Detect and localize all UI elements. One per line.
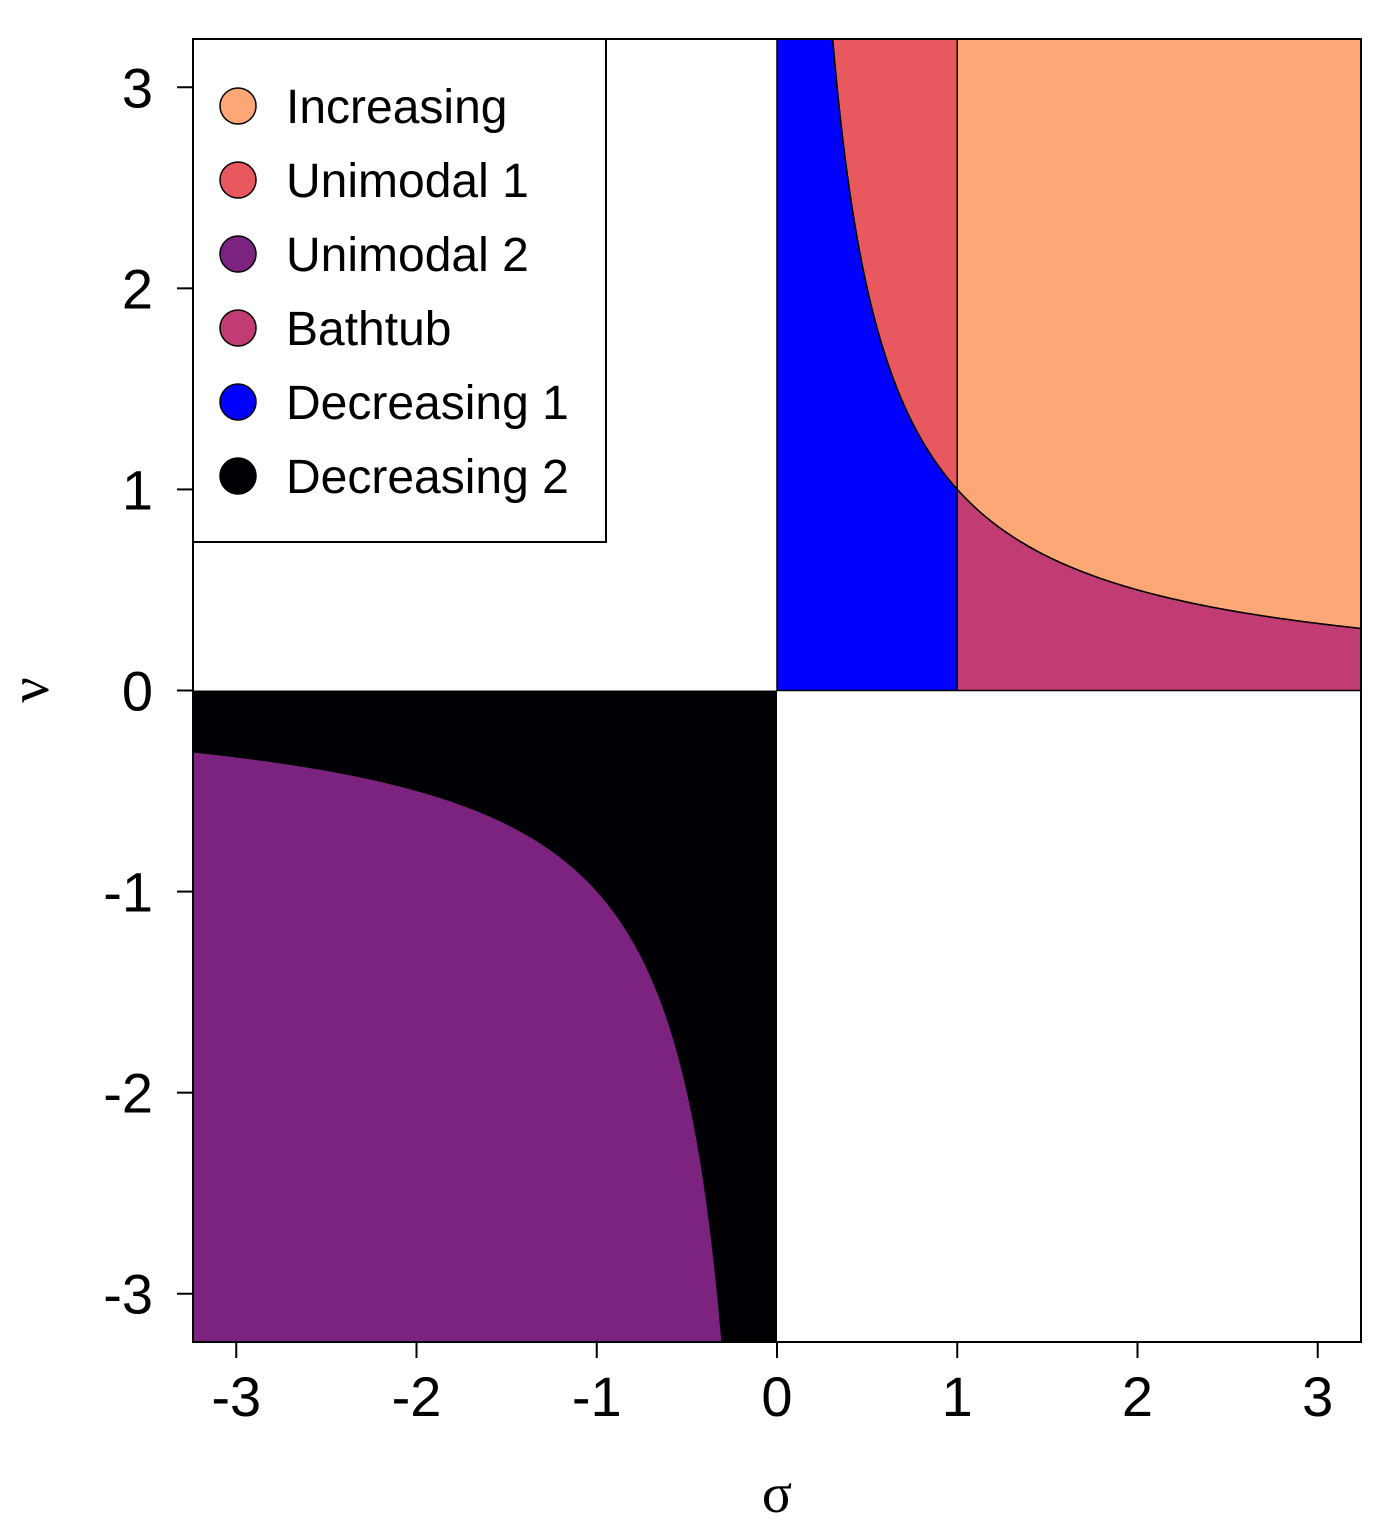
- y-tick-label: -1: [103, 861, 153, 924]
- x-tick-label: 0: [761, 1365, 792, 1428]
- x-tick-label: -2: [392, 1365, 442, 1428]
- legend-swatch: [219, 161, 257, 199]
- region-bathtub: [956, 487, 1362, 692]
- legend-swatch: [219, 87, 257, 125]
- legend-swatch: [219, 235, 257, 273]
- legend-swatch: [219, 383, 257, 421]
- legend: Increasing Unimodal 1 Unimodal 2 Bathtub Dec…: [192, 38, 607, 543]
- y-tick-label: -2: [103, 1062, 153, 1125]
- legend-label: Decreasing 2: [286, 451, 569, 504]
- y-axis-title: ν: [0, 677, 61, 702]
- legend-box: [192, 38, 607, 543]
- legend-swatch: [219, 457, 257, 495]
- legend-label: Unimodal 2: [286, 229, 529, 282]
- x-tick-label: -1: [572, 1365, 622, 1428]
- y-tick-label: 2: [122, 257, 153, 320]
- y-tick-label: 3: [122, 56, 153, 119]
- x-tick-label: -3: [211, 1365, 261, 1428]
- legend-label: Decreasing 1: [286, 377, 569, 430]
- x-axis-title: σ: [762, 1463, 792, 1525]
- y-tick-label: 0: [122, 660, 153, 723]
- y-axis: -3 -2 -1 0 1 2 3: [103, 56, 193, 1326]
- x-tick-label: 3: [1302, 1365, 1333, 1428]
- legend-swatch: [219, 309, 257, 347]
- legend-label: Bathtub: [286, 303, 451, 356]
- x-tick-label: 1: [942, 1365, 973, 1428]
- x-axis: -3 -2 -1 0 1 2 3: [211, 1342, 1333, 1428]
- y-tick-label: 1: [122, 458, 153, 521]
- regions: [193, 38, 1362, 1342]
- region-decreasing-1: [776, 38, 958, 692]
- x-tick-label: 2: [1122, 1365, 1153, 1428]
- legend-label: Increasing: [286, 81, 507, 134]
- y-tick-label: -3: [103, 1263, 153, 1326]
- legend-label: Unimodal 1: [286, 155, 529, 208]
- region-unimodal-2: [193, 752, 722, 1342]
